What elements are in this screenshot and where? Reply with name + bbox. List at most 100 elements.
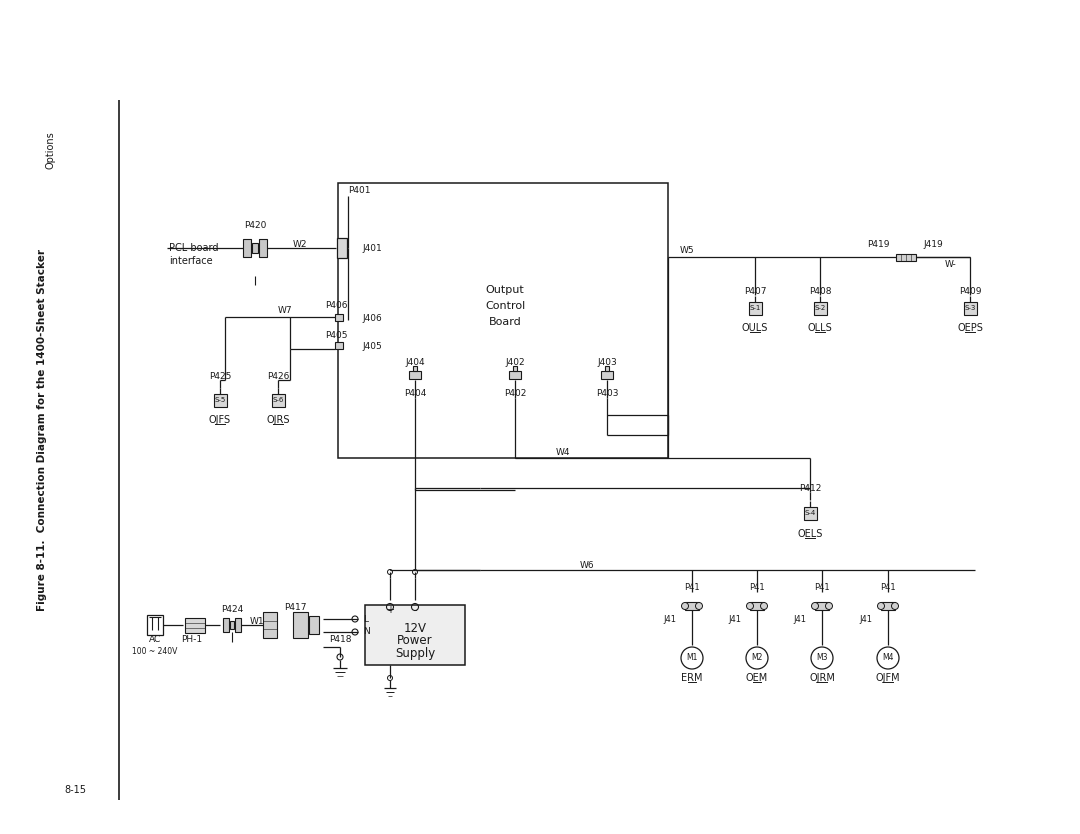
Text: OEM: OEM <box>746 673 768 683</box>
Text: OLLS: OLLS <box>808 323 833 333</box>
Circle shape <box>811 647 833 669</box>
Text: L: L <box>363 615 368 624</box>
Circle shape <box>696 602 702 610</box>
Text: N: N <box>363 627 369 636</box>
Text: 12V: 12V <box>404 621 427 635</box>
Text: OEPS: OEPS <box>957 323 983 333</box>
Text: S-5: S-5 <box>214 397 226 403</box>
Bar <box>813 302 826 314</box>
Text: J41: J41 <box>793 615 806 625</box>
Text: M1: M1 <box>686 654 698 662</box>
Bar <box>804 506 816 520</box>
Text: P41: P41 <box>685 582 700 591</box>
Text: J419: J419 <box>923 239 943 249</box>
Circle shape <box>760 602 768 610</box>
Bar <box>963 302 976 314</box>
Text: S-4: S-4 <box>805 510 815 516</box>
Text: J404: J404 <box>405 358 424 366</box>
Text: P41: P41 <box>880 582 895 591</box>
Bar <box>750 602 764 610</box>
Text: Board: Board <box>488 317 522 327</box>
Text: J41: J41 <box>663 615 676 625</box>
Text: J406: J406 <box>362 314 381 323</box>
Text: J403: J403 <box>597 358 617 366</box>
Text: Figure 8-11.  Connection Diagram for the 1400-Sheet Stacker: Figure 8-11. Connection Diagram for the … <box>37 249 48 611</box>
Text: P419: P419 <box>867 239 889 249</box>
Text: W4: W4 <box>556 448 570 456</box>
Text: P41: P41 <box>814 582 829 591</box>
Text: OULS: OULS <box>742 323 768 333</box>
Text: P407: P407 <box>744 287 766 295</box>
Bar <box>413 366 417 371</box>
Circle shape <box>877 647 899 669</box>
Bar <box>605 366 609 371</box>
Text: P424: P424 <box>221 605 243 615</box>
Bar <box>252 243 258 254</box>
Bar <box>600 371 613 379</box>
Text: OJRM: OJRM <box>809 673 835 683</box>
Text: P41: P41 <box>750 582 765 591</box>
Bar <box>337 238 347 258</box>
Bar <box>230 620 234 629</box>
Bar <box>258 239 267 257</box>
Circle shape <box>681 602 689 610</box>
Text: S-2: S-2 <box>814 305 825 311</box>
Text: P402: P402 <box>503 389 526 398</box>
Text: Output: Output <box>486 285 525 295</box>
Text: interface: interface <box>168 256 213 266</box>
Text: ERM: ERM <box>681 673 703 683</box>
Text: PH-1: PH-1 <box>181 636 203 645</box>
Bar <box>234 618 241 632</box>
Text: W2: W2 <box>293 239 307 249</box>
Circle shape <box>811 602 819 610</box>
Text: M3: M3 <box>816 654 827 662</box>
Bar <box>513 366 517 371</box>
Text: J41: J41 <box>728 615 741 625</box>
Text: P409: P409 <box>959 287 982 295</box>
Text: Control: Control <box>485 301 525 311</box>
Circle shape <box>681 647 703 669</box>
Text: P418: P418 <box>328 636 351 645</box>
Bar <box>335 342 343 349</box>
Text: W6: W6 <box>580 560 595 570</box>
Bar <box>294 612 308 638</box>
Bar <box>509 371 521 379</box>
Bar <box>748 302 761 314</box>
Bar <box>271 394 284 406</box>
Text: P426: P426 <box>267 371 289 380</box>
Text: S-1: S-1 <box>750 305 760 311</box>
Text: OJFM: OJFM <box>876 673 901 683</box>
Bar <box>896 254 916 260</box>
Bar <box>338 183 669 458</box>
Text: S-6: S-6 <box>272 397 284 403</box>
Text: W5: W5 <box>680 245 694 254</box>
Bar <box>335 314 343 321</box>
Bar <box>685 602 699 610</box>
Text: -: - <box>414 605 417 615</box>
Text: P425: P425 <box>208 371 231 380</box>
Text: P420: P420 <box>244 220 266 229</box>
Bar <box>214 394 227 406</box>
Text: M4: M4 <box>882 654 894 662</box>
Circle shape <box>877 602 885 610</box>
Text: W7: W7 <box>278 305 293 314</box>
Text: 8-15: 8-15 <box>64 785 86 795</box>
Bar <box>185 617 205 632</box>
Text: P406: P406 <box>325 300 348 309</box>
Text: PCL board: PCL board <box>168 243 218 253</box>
Circle shape <box>746 602 754 610</box>
Text: +: + <box>386 605 394 615</box>
Text: Power: Power <box>397 635 433 647</box>
Bar <box>222 618 229 632</box>
Text: 100 ~ 240V: 100 ~ 240V <box>133 647 178 656</box>
Text: AC: AC <box>149 636 161 645</box>
Bar <box>409 371 421 379</box>
Text: W1: W1 <box>249 617 265 626</box>
Text: P412: P412 <box>799 484 821 493</box>
Text: P405: P405 <box>325 330 348 339</box>
Text: P408: P408 <box>809 287 832 295</box>
Bar <box>815 602 829 610</box>
Bar <box>147 615 163 635</box>
Text: W-: W- <box>945 259 957 269</box>
Text: P401: P401 <box>348 185 370 194</box>
